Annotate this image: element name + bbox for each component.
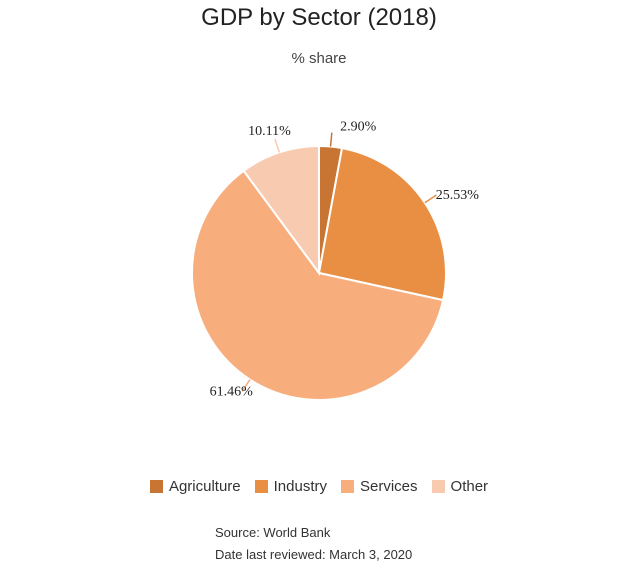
data-label-industry: 25.53% [436,188,480,203]
legend-label-agriculture: Agriculture [168,478,241,495]
legend-swatch-other [431,480,445,493]
legend-swatch-industry [254,480,268,493]
data-label-services: 61.46% [210,384,254,399]
legend-label-other: Other [450,478,489,495]
data-label-other: 10.11% [248,124,291,139]
leader-line-agriculture [329,132,333,147]
legend-item-industry[interactable]: Industry [254,478,327,495]
leader-line-services [241,379,251,392]
legend-item-services[interactable]: Services [341,478,418,495]
source-text: Source: World Bank [215,525,331,540]
leader-line-other [274,138,281,153]
data-label-agriculture: 2.90% [340,120,377,135]
pie-slice-services[interactable] [191,169,445,401]
legend-item-agriculture[interactable]: Agriculture [149,478,241,495]
legend-label-industry: Industry [273,478,327,495]
legend-label-services: Services [360,478,418,495]
source-note: Source: World Bank Date last reviewed: M… [215,522,412,566]
chart-legend: Agriculture Industry Services Other [0,478,638,495]
reviewed-date: Date last reviewed: March 3, 2020 [215,547,413,562]
leader-line-industry [424,194,437,204]
pie-slice-other[interactable] [242,144,320,277]
legend-item-other[interactable]: Other [431,478,489,495]
legend-swatch-services [341,480,354,493]
legend-swatch-agriculture [149,480,163,493]
chart-subtitle: % share [291,50,347,67]
pie-chart: 2.90% 25.53% 61.46% 10.11% [191,120,480,401]
chart-title: GDP by Sector (2018) [201,4,437,31]
